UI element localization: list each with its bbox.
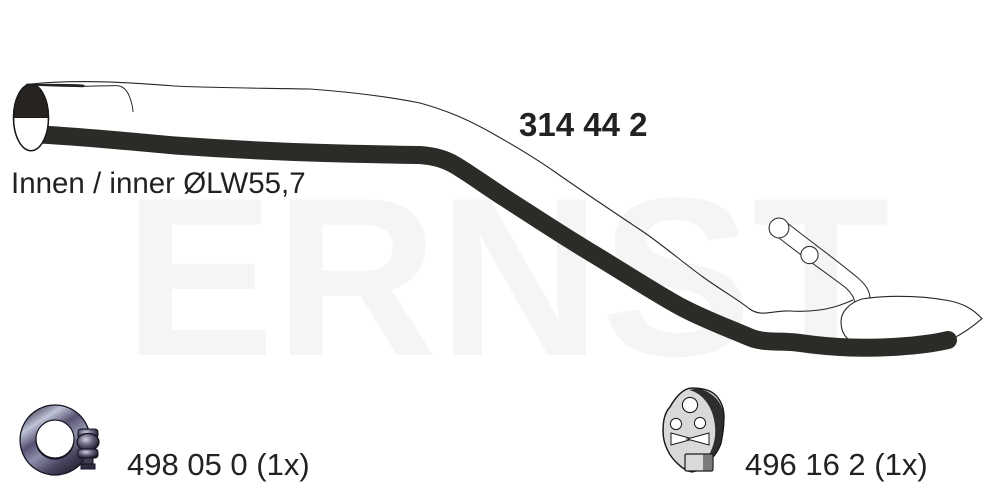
svg-text:314 44 2: 314 44 2 [519,106,647,143]
svg-text:Innen / inner ØLW55,7: Innen / inner ØLW55,7 [11,167,306,200]
svg-text:496 16 2 (1x): 496 16 2 (1x) [745,447,928,482]
svg-text:498 05 0 (1x): 498 05 0 (1x) [127,447,310,482]
